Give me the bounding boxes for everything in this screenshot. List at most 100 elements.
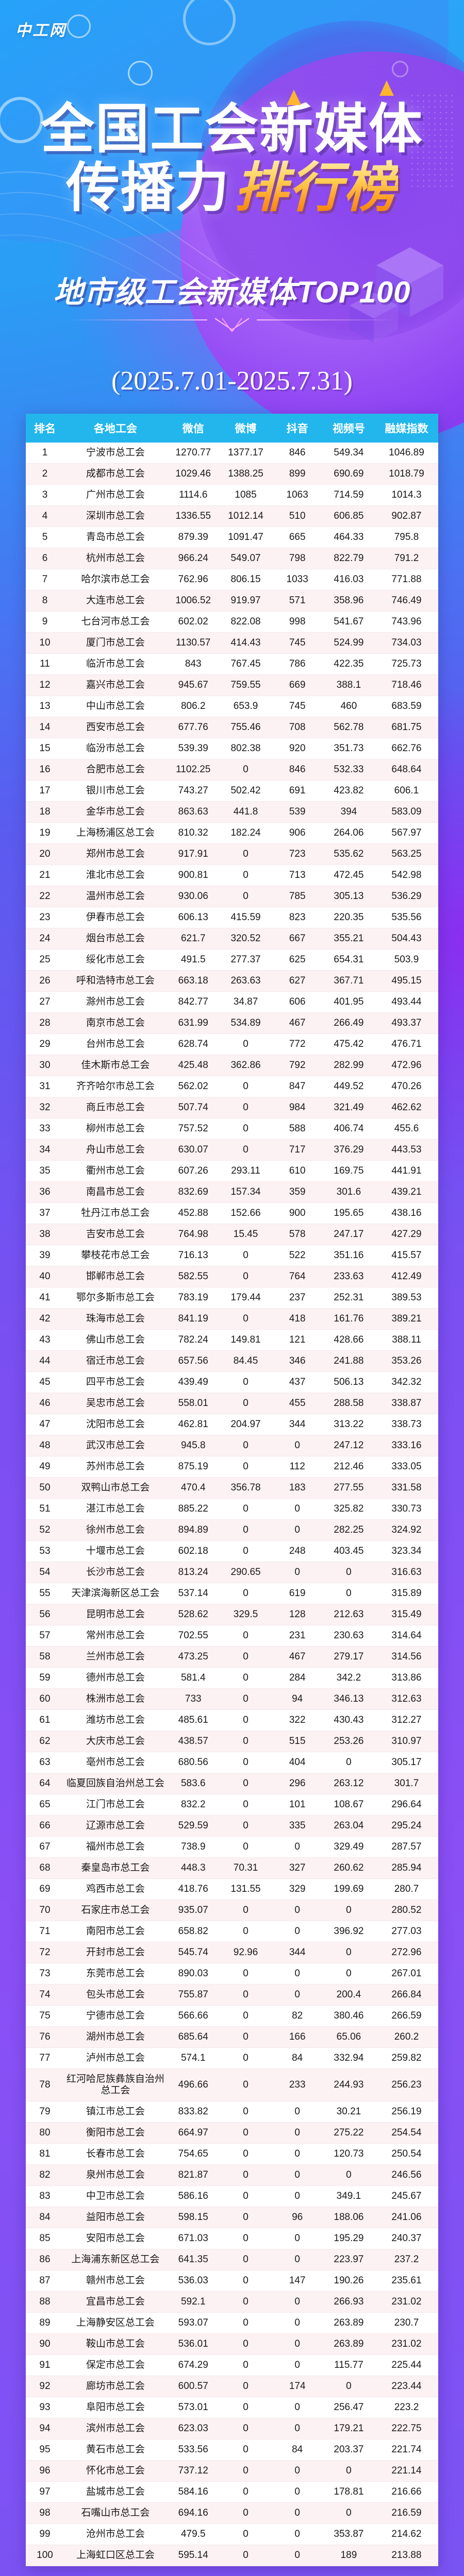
cell-value: 235.61 <box>374 2270 438 2292</box>
cell-value: 362.86 <box>219 1055 272 1076</box>
cell-value: 833.82 <box>167 2101 220 2123</box>
cell-value: 847 <box>272 1076 323 1097</box>
cell-value: 0 <box>219 1139 272 1161</box>
cell-value: 702.55 <box>167 1625 220 1647</box>
table-row: 14 西安市总工会 677.76 755.46 708 562.78 681.75 <box>26 717 438 738</box>
cell-value: 602.18 <box>167 1540 220 1562</box>
table-row: 33 柳州市总工会 757.52 0 588 406.74 455.6 <box>26 1118 438 1140</box>
cell-value: 0 <box>219 2376 272 2397</box>
cell-rank: 1 <box>26 443 64 464</box>
cell-rank: 9 <box>26 611 64 633</box>
cell-value: 0 <box>219 2312 272 2334</box>
cell-value: 0 <box>219 2397 272 2418</box>
cell-rank: 77 <box>26 2047 64 2069</box>
table-row: 8 大连市总工会 1006.52 919.97 571 358.96 746.49 <box>26 590 438 612</box>
table-row: 28 南京市总工会 631.99 534.89 467 266.49 493.37 <box>26 1012 438 1034</box>
table-row: 65 江门市总工会 832.2 0 101 108.67 296.64 <box>26 1794 438 1816</box>
cell-rank: 44 <box>26 1350 64 1372</box>
cell-union-name: 珠海市总工会 <box>63 1308 167 1330</box>
cell-rank: 89 <box>26 2312 64 2334</box>
cell-union-name: 绥化市总工会 <box>63 949 167 971</box>
cell-value: 1388.25 <box>219 463 272 485</box>
cell-value: 329 <box>272 1878 323 1900</box>
cell-union-name: 伊春市总工会 <box>63 907 167 928</box>
cell-value: 665 <box>272 527 323 548</box>
cell-value: 418 <box>272 1308 323 1330</box>
cell-value: 333.16 <box>374 1435 438 1456</box>
cell-value: 329.49 <box>322 1836 375 1858</box>
cell-value: 353.87 <box>322 2523 375 2545</box>
cell-value: 0 <box>219 1076 272 1097</box>
cell-value: 0 <box>219 2047 272 2069</box>
cell-rank: 35 <box>26 1160 64 1182</box>
cell-value: 578 <box>272 1224 323 1245</box>
cell-value: 441.91 <box>374 1160 438 1182</box>
cell-value: 653.9 <box>219 696 272 717</box>
cell-union-name: 南京市总工会 <box>63 1012 167 1034</box>
cell-rank: 62 <box>26 1731 64 1752</box>
cell-value: 0 <box>272 2354 323 2376</box>
cell-value: 1063 <box>272 484 323 506</box>
cell-rank: 45 <box>26 1371 64 1393</box>
cell-union-name: 江门市总工会 <box>63 1794 167 1816</box>
cell-union-name: 金华市总工会 <box>63 801 167 823</box>
cell-union-name: 赣州市总工会 <box>63 2270 167 2292</box>
cell-value: 0 <box>219 2185 272 2207</box>
cell-value: 422.35 <box>322 653 375 675</box>
cell-value: 260.2 <box>374 2026 438 2048</box>
cell-value: 0 <box>219 2005 272 2027</box>
column-header-index: 融媒指数 <box>374 414 438 443</box>
cell-union-name: 宁德市总工会 <box>63 2005 167 2027</box>
cell-value: 0 <box>219 865 272 886</box>
cell-value: 330.73 <box>374 1498 438 1520</box>
cell-value: 885.22 <box>167 1498 220 1520</box>
table-row: 62 大庆市总工会 438.57 0 515 253.26 310.97 <box>26 1731 438 1752</box>
cell-value: 0 <box>219 2207 272 2228</box>
cell-value: 0 <box>272 1519 323 1541</box>
cell-value: 214.62 <box>374 2523 438 2545</box>
cell-union-name: 兰州市总工会 <box>63 1646 167 1668</box>
cell-value: 495.15 <box>374 970 438 992</box>
cell-value: 338.87 <box>374 1393 438 1414</box>
cell-value: 802.38 <box>219 738 272 759</box>
cell-union-name: 长春市总工会 <box>63 2143 167 2165</box>
cell-value: 388.1 <box>322 674 375 696</box>
table-row: 90 鞍山市总工会 536.01 0 0 263.89 231.02 <box>26 2333 438 2355</box>
cell-value: 0 <box>272 1900 323 1921</box>
cell-value: 0 <box>272 1921 323 1942</box>
table-row: 97 盐城市总工会 584.16 0 0 178.81 216.66 <box>26 2481 438 2503</box>
cell-value: 694.16 <box>167 2502 220 2524</box>
table-row: 10 厦门市总工会 1130.57 414.43 745 524.99 734.03 <box>26 632 438 654</box>
cell-value: 344 <box>272 1942 323 1963</box>
cell-rank: 18 <box>26 801 64 823</box>
cell-union-name: 益阳市总工会 <box>63 2207 167 2228</box>
wave-lines-decoration <box>0 155 269 317</box>
table-row: 61 潍坊市总工会 485.61 0 322 430.43 312.27 <box>26 1709 438 1731</box>
table-row: 9 七台河市总工会 602.02 822.08 998 541.67 743.96 <box>26 611 438 633</box>
cell-value: 506.13 <box>322 1371 375 1393</box>
cell-union-name: 四平市总工会 <box>63 1371 167 1393</box>
cell-value: 220.35 <box>322 907 375 928</box>
cell-value: 241.88 <box>322 1350 375 1372</box>
cell-rank: 53 <box>26 1540 64 1562</box>
cell-value: 0 <box>219 1583 272 1604</box>
cell-value: 783.19 <box>167 1287 220 1309</box>
cell-value: 213.88 <box>374 2545 438 2566</box>
cell-value: 767.45 <box>219 653 272 675</box>
cell-rank: 61 <box>26 1709 64 1731</box>
cell-union-name: 福州市总工会 <box>63 1836 167 1858</box>
cell-value: 70.31 <box>219 1857 272 1879</box>
cell-value: 810.32 <box>167 822 220 844</box>
cell-rank: 51 <box>26 1498 64 1520</box>
table-row: 75 宁德市总工会 566.66 0 82 380.46 266.59 <box>26 2005 438 2027</box>
purple-orb-glow <box>196 21 464 340</box>
cell-value: 906 <box>272 822 323 844</box>
table-row: 76 湖州市总工会 685.64 0 166 65.06 260.2 <box>26 2026 438 2048</box>
cell-value: 0 <box>219 1836 272 1858</box>
cell-rank: 71 <box>26 1921 64 1942</box>
cell-value: 293.11 <box>219 1160 272 1182</box>
cell-value: 448.3 <box>167 1857 220 1879</box>
cell-value: 0 <box>219 1963 272 1985</box>
cell-union-name: 德州市总工会 <box>63 1667 167 1689</box>
cell-rank: 52 <box>26 1519 64 1541</box>
